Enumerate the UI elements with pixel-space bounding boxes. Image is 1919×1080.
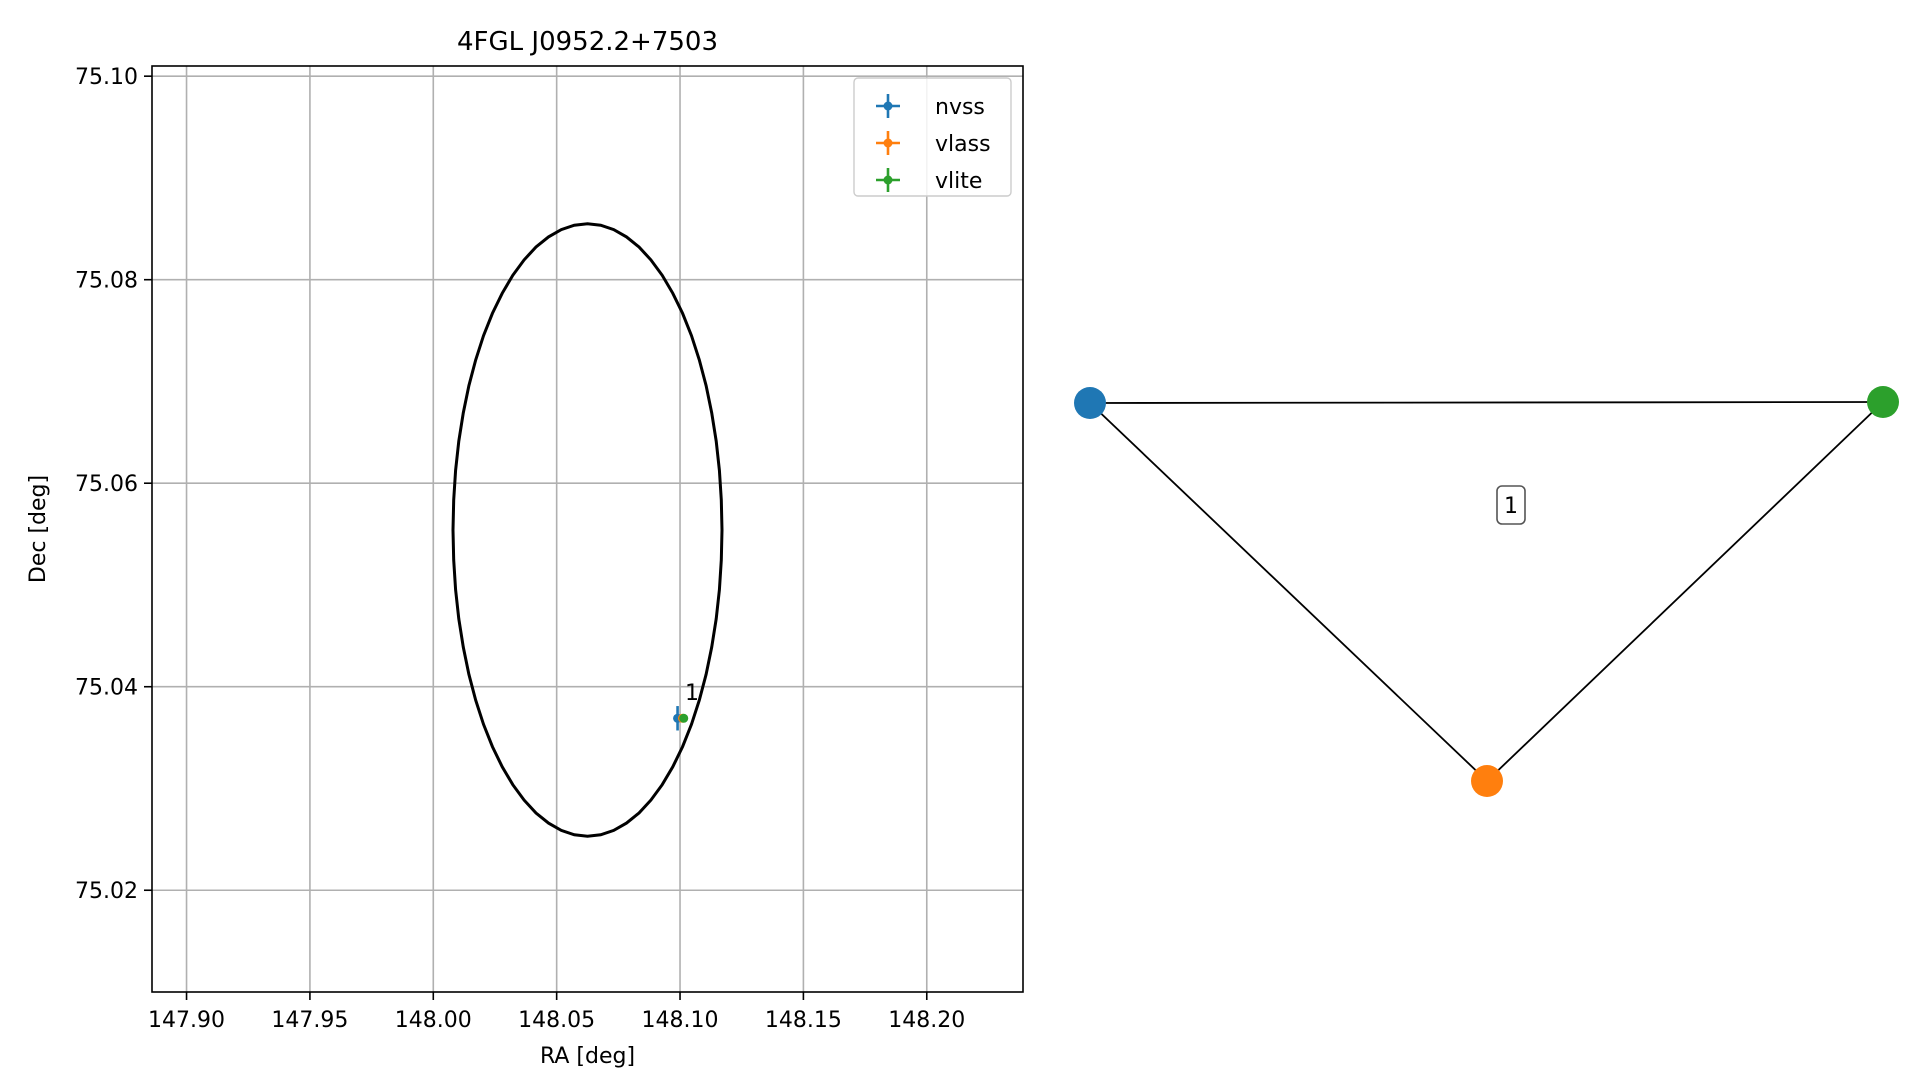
- y-axis-ticks: 75.02 75.04 75.06 75.08 75.10: [75, 65, 152, 904]
- y-tick-label: 75.06: [75, 472, 138, 497]
- node-nvss: [1074, 387, 1106, 419]
- network-nodes: [1074, 386, 1899, 797]
- annotations: 1: [685, 681, 699, 706]
- legend-label: nvss: [935, 95, 985, 120]
- grid: [152, 66, 1023, 992]
- x-tick-label: 148.05: [518, 1008, 595, 1033]
- legend-label: vlass: [935, 132, 991, 157]
- x-axis-label: RA [deg]: [540, 1044, 635, 1069]
- x-tick-label: 148.20: [888, 1008, 965, 1033]
- x-tick-label: 147.90: [148, 1008, 225, 1033]
- network-graph: 1: [1074, 386, 1899, 797]
- y-tick-label: 75.04: [75, 676, 138, 701]
- y-tick-label: 75.02: [75, 879, 138, 904]
- legend-entry-vlite: vlite: [876, 168, 982, 194]
- y-axis-label: Dec [deg]: [26, 475, 51, 583]
- cluster-box-frame: [1496, 485, 1526, 525]
- node-vlass: [1471, 765, 1503, 797]
- x-tick-label: 148.00: [395, 1008, 472, 1033]
- x-tick-label: 148.15: [765, 1008, 842, 1033]
- point-annotation: 1: [685, 681, 699, 706]
- scatter-plot: 1 147.90 147.95 148.00 148.05 148.10 148.15 14…: [26, 27, 1024, 1069]
- legend-label: vlite: [935, 169, 982, 194]
- legend-entry-nvss: nvss: [876, 94, 985, 120]
- legend-box: [853, 77, 1012, 197]
- y-tick-label: 75.08: [75, 269, 138, 294]
- cluster-box-label: 1: [1504, 494, 1518, 519]
- point-vlite: [679, 713, 689, 723]
- chart-title: 4FGL J0952.2+7503: [457, 27, 718, 57]
- localization-ellipse: [451, 222, 724, 838]
- y-tick-label: 75.10: [75, 65, 138, 90]
- marker: [679, 713, 689, 723]
- legend-entry-vlass: vlass: [876, 131, 991, 157]
- x-tick-label: 147.95: [271, 1008, 348, 1033]
- data-points: [673, 706, 689, 731]
- axes-frame: [151, 65, 1024, 993]
- edge-nvss-vlass: [1089, 402, 1488, 782]
- edge-vlass-vlite: [1486, 401, 1884, 782]
- edge-nvss-vlite: [1089, 401, 1884, 404]
- network-edges: [1089, 401, 1884, 782]
- node-vlite: [1867, 386, 1899, 418]
- legend: nvss vlass vlite: [853, 77, 1012, 197]
- cluster-box: 1: [1496, 485, 1526, 525]
- x-tick-label: 148.10: [642, 1008, 719, 1033]
- ellipse-outline: [451, 222, 724, 838]
- x-axis-ticks: 147.90 147.95 148.00 148.05 148.10 148.15 148.…: [148, 992, 965, 1033]
